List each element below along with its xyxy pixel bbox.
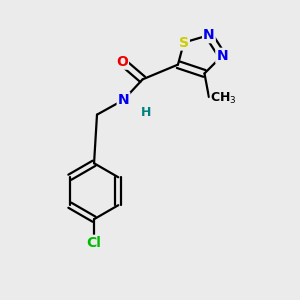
Text: N: N bbox=[118, 93, 129, 107]
Text: S: S bbox=[179, 35, 189, 50]
Text: N: N bbox=[216, 49, 228, 63]
Text: H: H bbox=[140, 106, 151, 119]
Text: Cl: Cl bbox=[87, 236, 101, 250]
Text: N: N bbox=[203, 28, 215, 42]
Text: O: O bbox=[116, 55, 128, 69]
Text: CH$_3$: CH$_3$ bbox=[210, 91, 237, 106]
